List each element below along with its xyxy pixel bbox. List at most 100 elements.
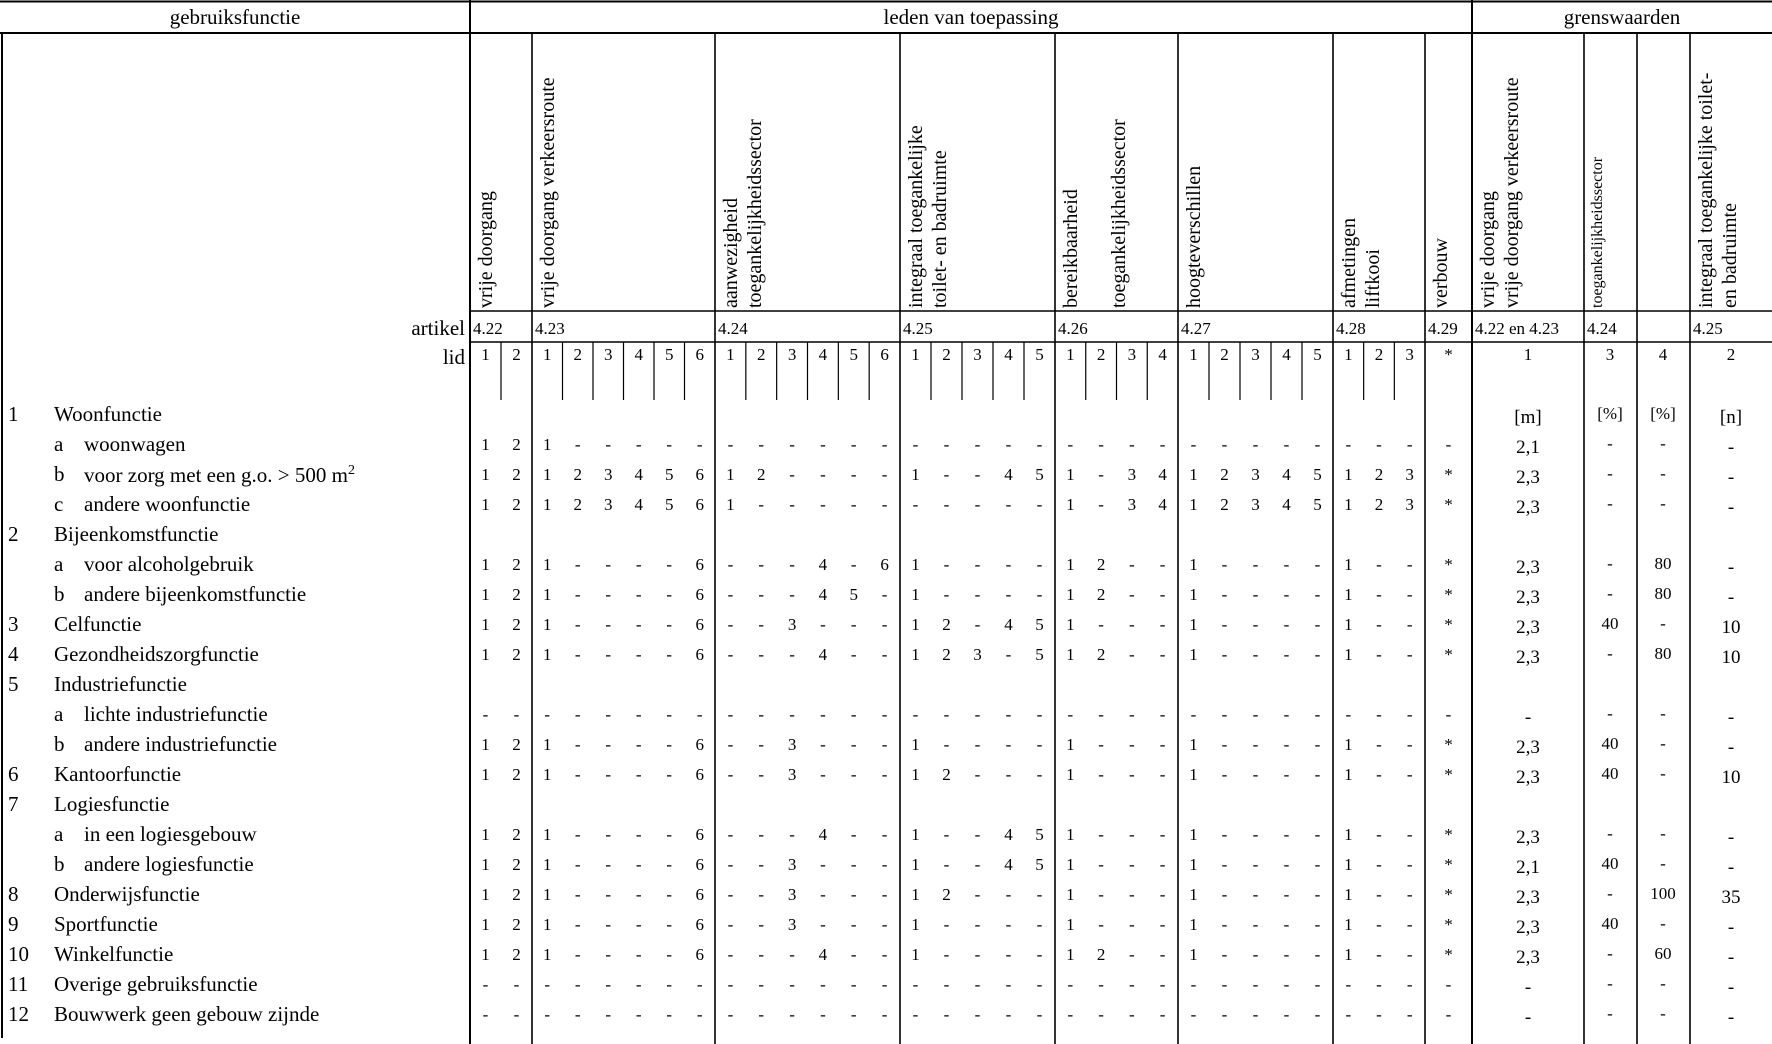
value-cell: -: [758, 645, 765, 664]
value-cell: 1: [481, 495, 490, 514]
value-cell: 2: [573, 465, 583, 484]
value-cell: -: [943, 585, 950, 604]
value-cell: -: [881, 855, 888, 874]
value-cell: -: [1283, 555, 1290, 574]
value-cell: -: [789, 645, 795, 664]
value-cell: 1: [543, 495, 552, 514]
grens-cell: 40: [1601, 854, 1619, 873]
value-cell: 1: [911, 555, 920, 574]
grens-cell: -: [1727, 557, 1735, 578]
row-label-superscript: 2: [348, 463, 355, 478]
value-cell: 1: [481, 735, 490, 754]
value-cell: -: [1376, 615, 1382, 634]
lid-cell: 2: [942, 345, 951, 364]
value-cell: 1: [481, 615, 490, 634]
value-cell: -: [1129, 825, 1135, 844]
value-cell: -: [605, 615, 612, 634]
grens-cell: -: [1660, 1004, 1666, 1023]
grens-cell: 40: [1601, 734, 1619, 753]
value-cell: -: [1252, 585, 1259, 604]
value-cell: -: [1283, 705, 1290, 724]
grens-cell: -: [1607, 974, 1613, 993]
value-cell: 2: [512, 945, 521, 964]
value-cell: -: [605, 645, 612, 664]
value-cell: 1: [543, 855, 552, 874]
value-cell: -: [1159, 435, 1166, 454]
value-cell: -: [789, 555, 795, 574]
value-cell: -: [1159, 1005, 1166, 1024]
value-cell: 1: [1066, 495, 1075, 514]
value-cell: -: [789, 495, 795, 514]
value-cell: -: [850, 735, 857, 754]
value-cell: -: [1283, 855, 1290, 874]
value-cell: -: [727, 705, 734, 724]
value-cell: -: [974, 585, 981, 604]
value-cell: -: [635, 855, 642, 874]
value-cell: -: [1098, 435, 1104, 454]
value-cell: -: [850, 975, 857, 994]
lid-cell: 2: [1374, 345, 1384, 364]
value-cell: -: [850, 705, 857, 724]
value-cell: -: [635, 1005, 642, 1024]
value-cell: -: [1406, 855, 1413, 874]
value-cell: -: [605, 855, 612, 874]
value-cell: -: [1159, 705, 1166, 724]
value-cell: 5: [665, 465, 674, 484]
lid-cell: 5: [1035, 345, 1044, 364]
value-cell: 4: [634, 465, 644, 484]
grens-cell: 2,3: [1516, 737, 1540, 758]
value-cell: 1: [543, 915, 552, 934]
value-cell: 1: [1189, 465, 1198, 484]
value-cell: 1: [1066, 735, 1075, 754]
column-header-label: integraal toegankelijke toilet- en badrui…: [904, 125, 952, 308]
value-cell: -: [1036, 1005, 1043, 1024]
value-cell: -: [574, 615, 581, 634]
value-cell: -: [1129, 1005, 1135, 1024]
grens-cell: -: [1660, 734, 1666, 753]
value-cell: -: [727, 765, 734, 784]
value-cell: -: [1129, 915, 1135, 934]
grens-cell: 60: [1654, 944, 1672, 963]
value-cell: -: [850, 915, 857, 934]
header-gebruiksfunctie: gebruiksfunctie: [169, 5, 301, 29]
value-cell: -: [1129, 945, 1135, 964]
grens-cell: 2,3: [1516, 557, 1540, 578]
value-cell: -: [666, 1005, 673, 1024]
value-cell: -: [789, 975, 795, 994]
value-cell: 1: [911, 885, 920, 904]
value-cell: -: [1005, 555, 1012, 574]
value-cell: -: [850, 765, 857, 784]
grens-cell: -: [1607, 884, 1613, 903]
artikel-cell: 4.24: [1587, 319, 1617, 338]
value-cell: 1: [1344, 465, 1353, 484]
value-cell: -: [482, 1005, 489, 1024]
value-cell: -: [1098, 915, 1104, 934]
row-label: Bouwwerk geen gebouw zijnde: [54, 1002, 320, 1026]
value-cell: -: [1376, 735, 1382, 754]
grens-cell: -: [1660, 614, 1666, 633]
value-cell: *: [1444, 765, 1453, 784]
artikel-cell: 4.28: [1336, 319, 1366, 338]
value-cell: 6: [695, 885, 705, 904]
lid-cell: 1: [911, 345, 920, 364]
row-number: 4: [8, 642, 19, 666]
column-header-line: vrije doorgang verkeersroute: [537, 77, 559, 308]
value-cell: -: [1376, 1005, 1382, 1024]
value-cell: -: [943, 1005, 950, 1024]
value-cell: -: [635, 645, 642, 664]
row-label: woonwagen: [84, 432, 186, 456]
value-cell: -: [1283, 885, 1290, 904]
row-label: voor alcoholgebruik: [84, 552, 254, 576]
value-cell: 1: [543, 765, 552, 784]
grens-cell: -: [1660, 494, 1666, 513]
value-cell: 3: [787, 855, 797, 874]
value-cell: -: [1098, 855, 1104, 874]
grens-cell: -: [1727, 737, 1735, 758]
value-cell: 1: [543, 585, 552, 604]
value-cell: -: [1314, 705, 1321, 724]
value-cell: -: [1221, 645, 1228, 664]
value-cell: -: [482, 705, 489, 724]
grens-cell: 80: [1654, 644, 1672, 663]
value-cell: -: [513, 975, 520, 994]
column-header-label: bereikbaarheid toegankelijkheidssector: [1059, 119, 1131, 308]
